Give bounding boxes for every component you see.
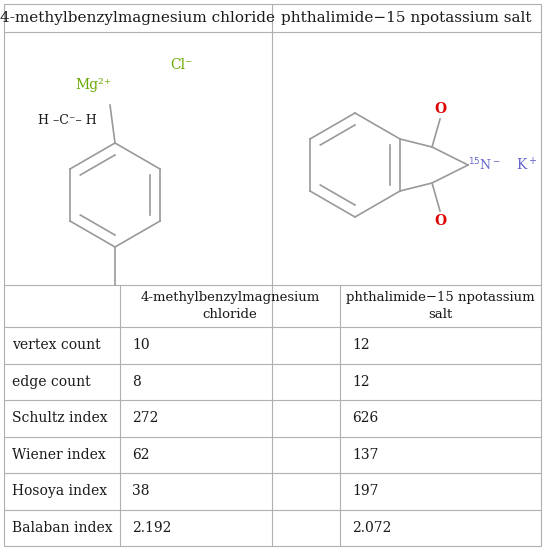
Text: phthalimide−15 npotassium salt: phthalimide−15 npotassium salt <box>281 11 532 25</box>
Text: 4-methylbenzylmagnesium chloride: 4-methylbenzylmagnesium chloride <box>1 11 276 25</box>
Text: O: O <box>434 214 446 228</box>
Text: phthalimide−15 npotassium
salt: phthalimide−15 npotassium salt <box>346 291 535 321</box>
Text: 2.192: 2.192 <box>132 521 171 535</box>
Text: 197: 197 <box>352 484 378 498</box>
Text: Cl⁻: Cl⁻ <box>170 58 192 72</box>
Text: 626: 626 <box>352 411 378 425</box>
Text: 2.072: 2.072 <box>352 521 391 535</box>
Text: 62: 62 <box>132 448 149 462</box>
Text: O: O <box>434 102 446 116</box>
Text: 12: 12 <box>352 338 370 352</box>
Text: 137: 137 <box>352 448 378 462</box>
Text: vertex count: vertex count <box>12 338 101 352</box>
Text: 4-methylbenzylmagnesium
chloride: 4-methylbenzylmagnesium chloride <box>141 291 319 321</box>
Text: Mg²⁺: Mg²⁺ <box>75 78 111 92</box>
Text: 10: 10 <box>132 338 150 352</box>
Text: Schultz index: Schultz index <box>12 411 107 425</box>
Text: 12: 12 <box>352 375 370 389</box>
Text: 8: 8 <box>132 375 141 389</box>
Text: Wiener index: Wiener index <box>12 448 106 462</box>
Text: edge count: edge count <box>12 375 90 389</box>
Text: 38: 38 <box>132 484 149 498</box>
Text: Balaban index: Balaban index <box>12 521 113 535</box>
Text: K$^+$: K$^+$ <box>516 156 537 174</box>
Text: 272: 272 <box>132 411 159 425</box>
Text: H –C⁻– H: H –C⁻– H <box>38 113 97 127</box>
Text: $^{15}$N$^-$: $^{15}$N$^-$ <box>468 157 501 173</box>
Text: Hosoya index: Hosoya index <box>12 484 107 498</box>
